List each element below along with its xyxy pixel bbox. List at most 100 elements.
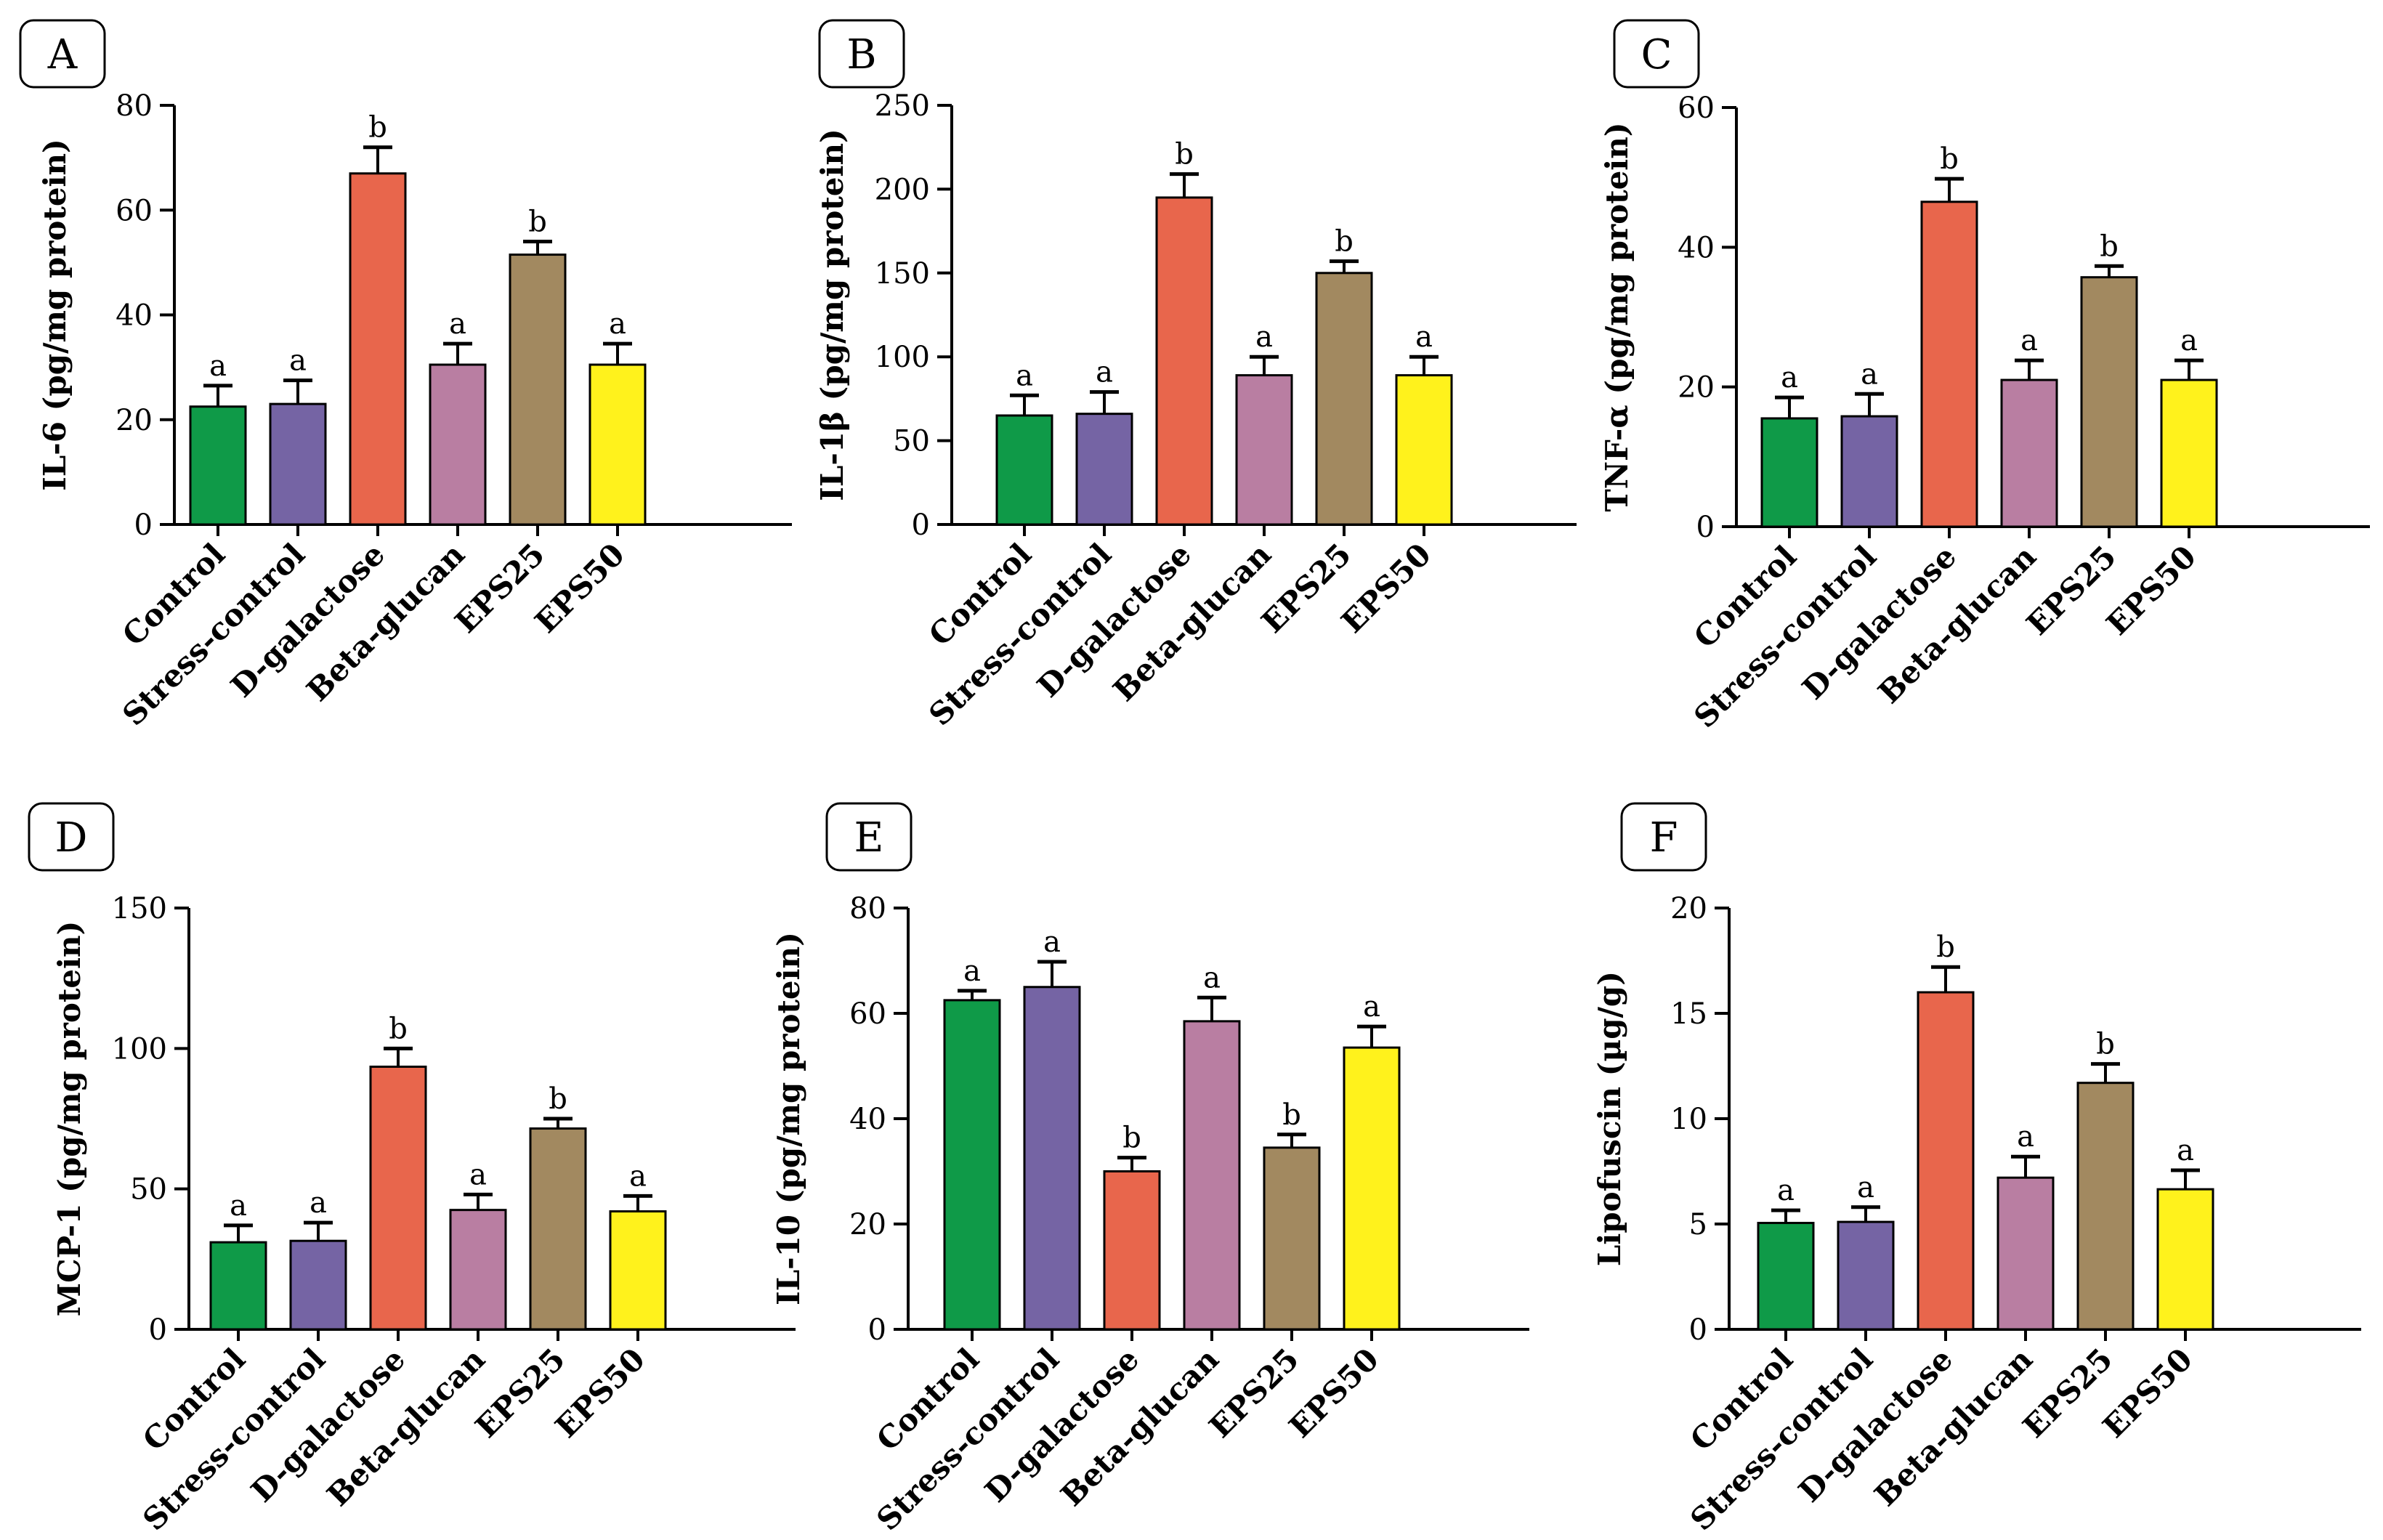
y-tick-label: 20 xyxy=(1670,892,1707,925)
y-tick-label: 40 xyxy=(116,299,153,333)
significance-label: a xyxy=(1861,357,1878,391)
bar-beta-glucan xyxy=(2000,378,2058,528)
significance-label: a xyxy=(2177,1134,2194,1167)
significance-label: a xyxy=(1857,1171,1874,1204)
bar-stress-control xyxy=(1023,986,1081,1331)
significance-label: b xyxy=(528,206,547,239)
significance-label: a xyxy=(1043,925,1061,959)
significance-label: b xyxy=(549,1082,567,1116)
y-tick-label: 150 xyxy=(112,892,167,925)
bar-stress-control xyxy=(289,1239,347,1331)
significance-label: a xyxy=(289,344,307,378)
y-tick-label: 80 xyxy=(116,89,153,123)
y-tick-label: 50 xyxy=(893,425,930,458)
y-axis-title: IL-6 (pg/mg protein) xyxy=(37,139,73,491)
significance-label: b xyxy=(1936,931,1955,964)
significance-label: a xyxy=(2020,324,2038,357)
y-tick-label: 60 xyxy=(1678,92,1715,125)
panel-label: D xyxy=(55,814,88,862)
bar-eps25 xyxy=(1315,272,1373,526)
bar-d-galactose xyxy=(1917,991,1975,1331)
category-label: EPS50 xyxy=(2100,538,2203,641)
panel-label: A xyxy=(47,31,78,78)
y-tick-label: 0 xyxy=(1696,511,1715,544)
significance-label: a xyxy=(1415,320,1433,354)
y-axis-title: MCP-1 (pg/mg protein) xyxy=(52,921,87,1317)
y-tick-label: 0 xyxy=(149,1313,167,1347)
significance-label: b xyxy=(1175,138,1194,171)
significance-label: b xyxy=(1940,142,1959,176)
bar-eps25 xyxy=(529,1127,587,1331)
panel-label: E xyxy=(854,814,884,862)
significance-label: a xyxy=(963,955,981,988)
bar-beta-glucan xyxy=(449,1209,507,1331)
bar-control xyxy=(209,1241,267,1331)
bar-control xyxy=(995,414,1053,526)
significance-label: a xyxy=(2017,1120,2034,1154)
significance-label: a xyxy=(1255,320,1273,354)
category-label: EPS50 xyxy=(528,536,631,639)
bar-d-galactose xyxy=(1103,1170,1161,1331)
significance-label: a xyxy=(1016,359,1033,392)
y-tick-label: 10 xyxy=(1670,1103,1707,1136)
bar-eps25 xyxy=(2080,276,2138,528)
bar-beta-glucan xyxy=(1235,374,1293,526)
y-tick-label: 15 xyxy=(1670,997,1707,1031)
category-label: EPS25 xyxy=(448,536,551,639)
category-label: EPS50 xyxy=(1335,536,1438,639)
bar-d-galactose xyxy=(369,1065,427,1331)
significance-label: a xyxy=(209,349,227,383)
category-label: EPS50 xyxy=(549,1341,652,1444)
bar-stress-control xyxy=(1840,415,1898,528)
bar-eps50 xyxy=(1343,1046,1401,1331)
category-label: EPS25 xyxy=(2016,1341,2119,1444)
bar-d-galactose xyxy=(1920,200,1978,528)
bar-eps50 xyxy=(2156,1188,2214,1331)
bar-stress-control xyxy=(1075,413,1133,526)
panel-label-box xyxy=(19,19,106,89)
bar-eps25 xyxy=(1263,1146,1321,1331)
significance-label: a xyxy=(469,1158,487,1191)
significance-label: b xyxy=(1335,225,1354,259)
y-tick-label: 20 xyxy=(1678,371,1715,405)
significance-label: a xyxy=(1781,361,1798,394)
y-tick-label: 100 xyxy=(112,1032,167,1066)
y-axis-title: TNF-α (pg/mg protein) xyxy=(1599,122,1635,511)
y-tick-label: 0 xyxy=(1689,1313,1707,1347)
y-tick-label: 60 xyxy=(849,997,886,1031)
y-axis-title: IL-1β (pg/mg protein) xyxy=(814,129,850,501)
bar-control xyxy=(1757,1222,1815,1331)
y-tick-label: 100 xyxy=(875,341,930,374)
significance-label: b xyxy=(2100,230,2119,263)
significance-label: a xyxy=(1777,1174,1795,1207)
significance-label: a xyxy=(449,307,466,341)
bar-beta-glucan xyxy=(429,363,487,526)
y-tick-label: 50 xyxy=(130,1173,167,1207)
panel-label-box xyxy=(818,19,905,89)
y-tick-label: 0 xyxy=(134,508,153,542)
category-label: EPS25 xyxy=(1202,1341,1306,1444)
significance-label: b xyxy=(1122,1122,1141,1155)
bar-eps50 xyxy=(2160,378,2218,528)
panel-label-box xyxy=(1620,802,1707,872)
significance-label: a xyxy=(1203,961,1221,994)
significance-label: a xyxy=(629,1159,647,1193)
bar-stress-control xyxy=(269,402,327,526)
bar-beta-glucan xyxy=(1996,1176,2055,1331)
significance-label: b xyxy=(389,1012,408,1045)
y-tick-label: 20 xyxy=(849,1208,886,1241)
bar-eps25 xyxy=(2076,1082,2135,1331)
category-label: EPS25 xyxy=(2020,538,2123,641)
y-tick-label: 250 xyxy=(875,89,930,123)
bar-eps50 xyxy=(1395,374,1453,526)
bar-eps25 xyxy=(509,254,567,526)
bar-d-galactose xyxy=(349,172,407,526)
y-axis-title: Lipofuscin (µg/g) xyxy=(1592,971,1627,1266)
category-label: EPS50 xyxy=(2096,1341,2199,1444)
y-tick-label: 0 xyxy=(868,1313,886,1347)
panel-label: B xyxy=(846,31,876,78)
